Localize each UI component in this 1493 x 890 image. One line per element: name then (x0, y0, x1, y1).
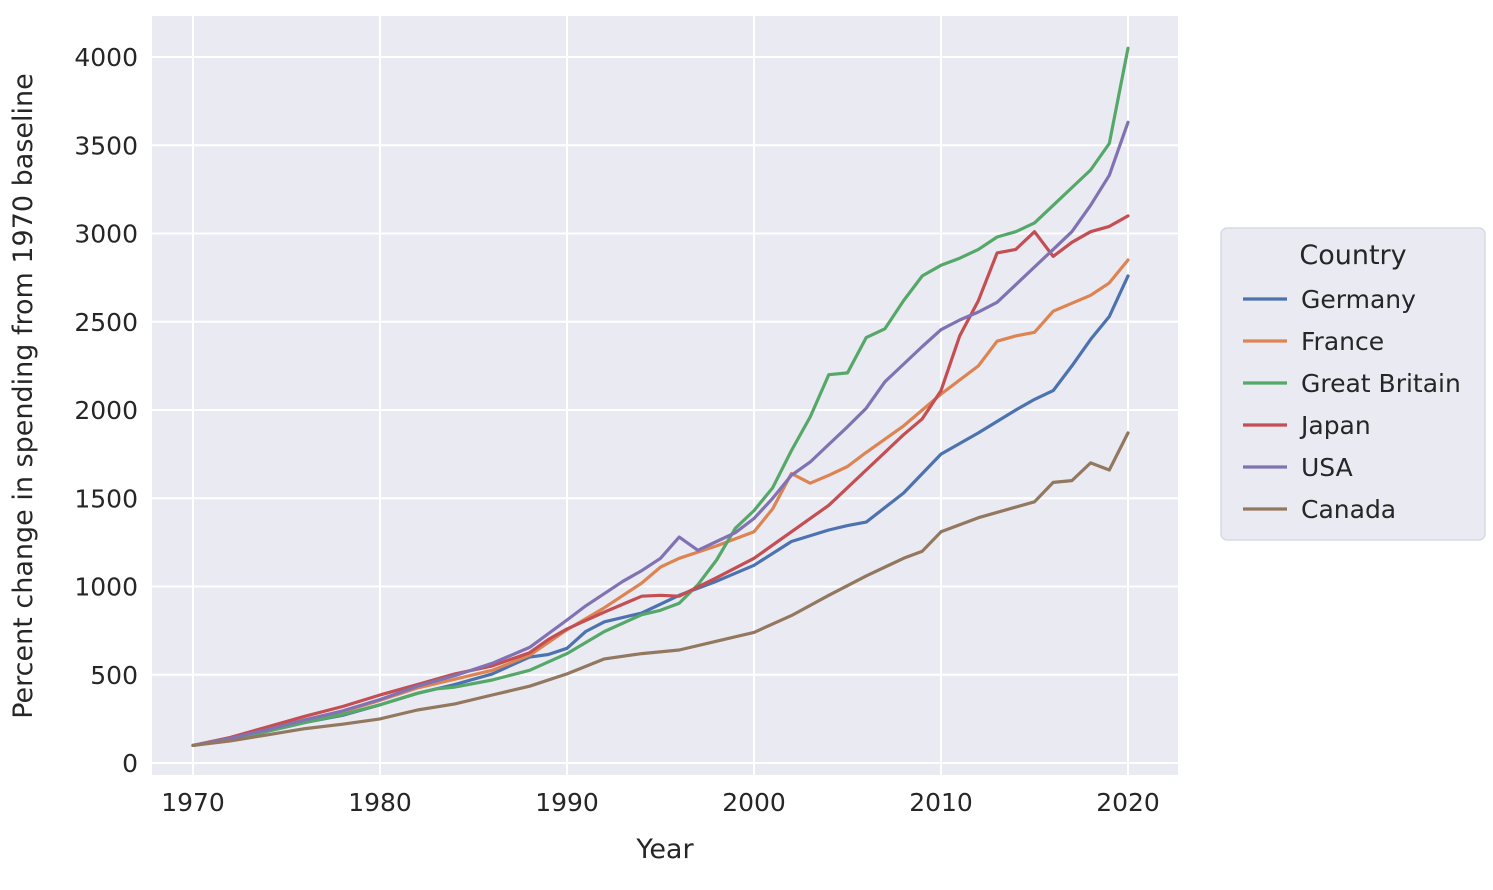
legend-label-japan: Japan (1299, 411, 1371, 440)
y-tick-label-0: 0 (122, 749, 138, 778)
x-tick-label-1980: 1980 (348, 788, 412, 817)
y-tick-label-4000: 4000 (74, 43, 138, 72)
series-line-usa (191, 120, 1130, 748)
x-tick-label-2020: 2020 (1096, 788, 1160, 817)
series-line-great-britain (191, 46, 1130, 748)
legend-entry-japan: Japan (1243, 411, 1371, 440)
legend: Country Germany France Great Britain Japan US… (1220, 227, 1486, 541)
tick-labels: 1970 1980 1990 2000 2010 2020 0 500 1000 1500 2000… (74, 43, 1159, 817)
y-tick-label-3000: 3000 (74, 220, 138, 249)
legend-label-germany: Germany (1301, 285, 1416, 314)
series-line-canada (191, 431, 1130, 748)
y-axis-label: Percent change in spending from 1970 bas… (8, 73, 39, 719)
legend-entry-germany: Germany (1243, 285, 1416, 314)
x-tick-label-1970: 1970 (161, 788, 225, 817)
legend-entry-canada: Canada (1243, 495, 1396, 524)
x-tick-label-1990: 1990 (535, 788, 599, 817)
series-line-japan (191, 214, 1130, 748)
legend-label-usa: USA (1301, 453, 1353, 482)
legend-entry-france: France (1243, 327, 1384, 356)
legend-label-france: France (1301, 327, 1384, 356)
y-tick-label-2500: 2500 (74, 308, 138, 337)
legend-entry-usa: USA (1243, 453, 1353, 482)
y-tick-label-2000: 2000 (74, 396, 138, 425)
legend-box (1220, 227, 1486, 541)
y-tick-label-500: 500 (90, 661, 138, 690)
series-lines (191, 46, 1130, 748)
y-tick-label-1000: 1000 (74, 573, 138, 602)
plot-area (152, 16, 1178, 775)
x-tick-label-2000: 2000 (722, 788, 786, 817)
legend-label-canada: Canada (1301, 495, 1396, 524)
y-tick-label-3500: 3500 (74, 131, 138, 160)
legend-label-great-britain: Great Britain (1301, 369, 1461, 398)
x-axis-label: Year (635, 834, 694, 865)
y-tick-label-1500: 1500 (74, 484, 138, 513)
x-tick-label-2010: 2010 (909, 788, 973, 817)
legend-title: Country (1299, 240, 1406, 271)
legend-entry-great-britain: Great Britain (1243, 369, 1461, 398)
